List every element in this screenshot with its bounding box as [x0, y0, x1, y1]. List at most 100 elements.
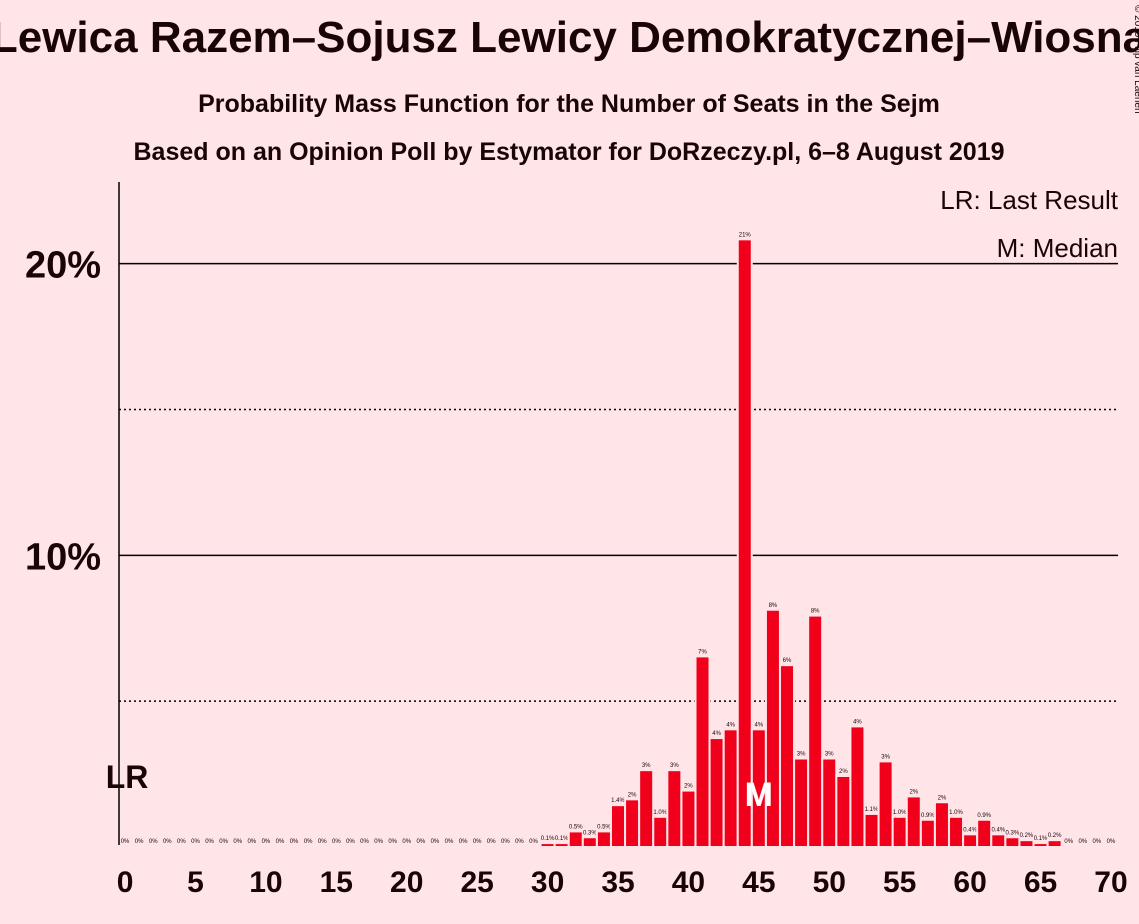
- bar: [962, 833, 979, 848]
- chart-subtitle: Probability Mass Function for the Number…: [198, 90, 940, 118]
- bar: [652, 815, 669, 848]
- bar: [553, 842, 570, 848]
- value-label: 0%: [388, 839, 397, 845]
- value-label: 0.9%: [921, 813, 935, 819]
- value-label: 0%: [1107, 839, 1116, 845]
- value-label: 21%: [739, 232, 752, 238]
- bar: [595, 830, 612, 849]
- value-label: 0.1%: [541, 836, 555, 842]
- bar: [384, 845, 401, 848]
- value-label: 0.4%: [963, 827, 977, 833]
- bar: [849, 725, 866, 849]
- bar: [1004, 836, 1021, 848]
- bar: [525, 845, 542, 848]
- bar: [497, 845, 514, 848]
- bar: [131, 845, 148, 848]
- x-tick-label: 0: [117, 866, 134, 899]
- bar: [159, 845, 176, 848]
- value-label: 0%: [374, 839, 383, 845]
- value-label: 4%: [712, 731, 721, 737]
- bar: [1032, 842, 1049, 848]
- bar: [1060, 845, 1077, 848]
- value-label: 0%: [332, 839, 341, 845]
- bar: [201, 845, 218, 848]
- value-label: 0%: [121, 839, 130, 845]
- value-label: 0.3%: [1006, 830, 1020, 836]
- bar: [990, 833, 1007, 848]
- chart-title: Lewica Razem–Sojusz Lewicy Demokratyczne…: [0, 13, 1139, 62]
- value-label: 0%: [1064, 839, 1073, 845]
- x-tick-label: 50: [813, 866, 846, 899]
- bar: [243, 845, 260, 848]
- value-label: 0%: [487, 839, 496, 845]
- x-tick-label: 70: [1094, 866, 1127, 899]
- value-label: 2%: [839, 769, 848, 775]
- x-tick-label: 55: [883, 866, 916, 899]
- value-label: 0%: [360, 839, 369, 845]
- bar: [891, 815, 908, 848]
- bar: [1102, 845, 1119, 848]
- bar: [257, 845, 274, 848]
- value-label: 0.2%: [1048, 833, 1062, 839]
- value-label: 0%: [1093, 839, 1102, 845]
- bar: [722, 728, 739, 848]
- x-tick-label: 60: [953, 866, 986, 899]
- bar: [835, 775, 852, 848]
- y-tick-label: 10%: [25, 536, 101, 578]
- bar: [370, 845, 387, 848]
- value-label: 0%: [318, 839, 327, 845]
- bar: [398, 845, 415, 848]
- x-tick-label: 35: [601, 866, 634, 899]
- bar: [610, 804, 627, 849]
- value-label: 6%: [783, 658, 792, 664]
- bar: [736, 238, 753, 849]
- value-label: 0%: [276, 839, 285, 845]
- value-label: 0%: [247, 839, 256, 845]
- value-label: 0.1%: [555, 836, 569, 842]
- value-label: 0%: [515, 839, 524, 845]
- bar: [1074, 845, 1091, 848]
- value-label: 0%: [233, 839, 242, 845]
- bar: [877, 760, 894, 849]
- bar: [793, 757, 810, 848]
- bar: [624, 798, 641, 848]
- value-label: 1.0%: [653, 810, 667, 816]
- last-result-label: LR: [106, 759, 149, 795]
- value-label: 0%: [290, 839, 299, 845]
- value-label: 7%: [698, 649, 707, 655]
- bar: [412, 845, 429, 848]
- value-label: 1.4%: [611, 798, 625, 804]
- value-label: 0%: [445, 839, 454, 845]
- bar: [567, 830, 584, 849]
- x-tick-label: 10: [249, 866, 282, 899]
- value-label: 4%: [726, 722, 735, 728]
- value-label: 0%: [262, 839, 271, 845]
- value-label: 0%: [346, 839, 355, 845]
- x-tick-label: 45: [742, 866, 775, 899]
- value-label: 2%: [684, 784, 693, 790]
- bar: [638, 769, 655, 849]
- bar: [426, 845, 443, 848]
- y-tick-label: 20%: [25, 245, 101, 287]
- x-tick-label: 65: [1024, 866, 1057, 899]
- value-label: 0.2%: [1020, 833, 1034, 839]
- value-label: 0%: [135, 839, 144, 845]
- value-label: 3%: [642, 763, 651, 769]
- value-label: 0%: [416, 839, 425, 845]
- value-label: 0%: [529, 839, 538, 845]
- legend-entry: LR: Last Result: [940, 185, 1119, 215]
- value-label: 1.1%: [865, 807, 879, 813]
- value-label: 0%: [191, 839, 200, 845]
- x-tick-label: 15: [320, 866, 353, 899]
- bar: [948, 815, 965, 848]
- bar: [581, 836, 598, 848]
- value-label: 0%: [402, 839, 411, 845]
- value-label: 3%: [825, 752, 834, 758]
- bar: [271, 845, 288, 848]
- bar: [229, 845, 246, 848]
- value-label: 0%: [473, 839, 482, 845]
- bar: [976, 818, 993, 848]
- value-label: 0.5%: [569, 824, 583, 830]
- x-tick-label: 40: [672, 866, 705, 899]
